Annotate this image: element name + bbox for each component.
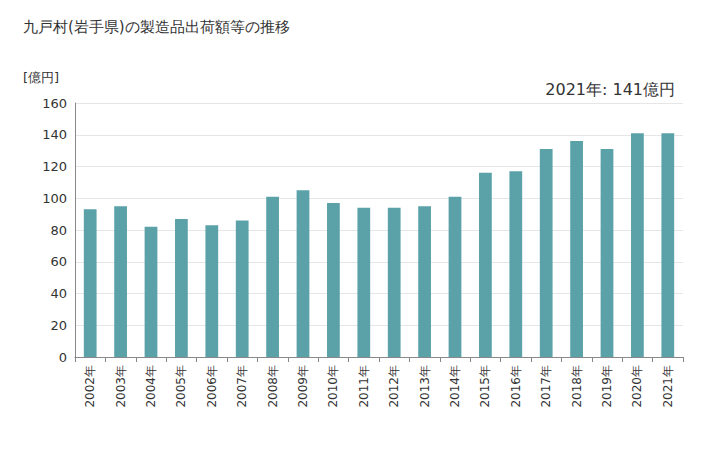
svg-text:0: 0: [59, 350, 67, 365]
svg-text:60: 60: [50, 254, 67, 269]
svg-text:40: 40: [50, 286, 67, 301]
svg-text:2012年: 2012年: [387, 365, 401, 408]
svg-text:160: 160: [42, 96, 67, 111]
svg-text:120: 120: [42, 159, 67, 174]
svg-text:2003年: 2003年: [114, 365, 128, 408]
svg-text:100: 100: [42, 191, 67, 206]
svg-text:80: 80: [50, 223, 67, 238]
svg-text:九戸村(岩手県)の製造品出荷額等の推移: 九戸村(岩手県)の製造品出荷額等の推移: [23, 18, 290, 36]
svg-text:20: 20: [50, 318, 67, 333]
svg-text:2015年: 2015年: [478, 365, 492, 408]
svg-text:2014年: 2014年: [448, 365, 462, 408]
svg-text:2016年: 2016年: [509, 365, 523, 408]
svg-text:2013年: 2013年: [418, 365, 432, 408]
svg-text:2017年: 2017年: [539, 365, 553, 408]
svg-text:2004年: 2004年: [144, 365, 158, 408]
svg-text:2008年: 2008年: [266, 365, 280, 408]
svg-text:2019年: 2019年: [600, 365, 614, 408]
svg-text:140: 140: [42, 127, 67, 142]
svg-text:2011年: 2011年: [357, 365, 371, 408]
svg-text:2002年: 2002年: [83, 365, 97, 408]
svg-text:2018年: 2018年: [570, 365, 584, 408]
svg-text:2021年: 2021年: [661, 365, 675, 408]
svg-text:2007年: 2007年: [235, 365, 249, 408]
svg-text:2021年: 141億円: 2021年: 141億円: [545, 80, 675, 99]
svg-text:2020年: 2020年: [630, 365, 644, 408]
svg-text:2006年: 2006年: [205, 365, 219, 408]
svg-text:2005年: 2005年: [174, 365, 188, 408]
svg-text:2010年: 2010年: [326, 365, 340, 408]
svg-text:2009年: 2009年: [296, 365, 310, 408]
svg-text:[億円]: [億円]: [23, 70, 59, 85]
